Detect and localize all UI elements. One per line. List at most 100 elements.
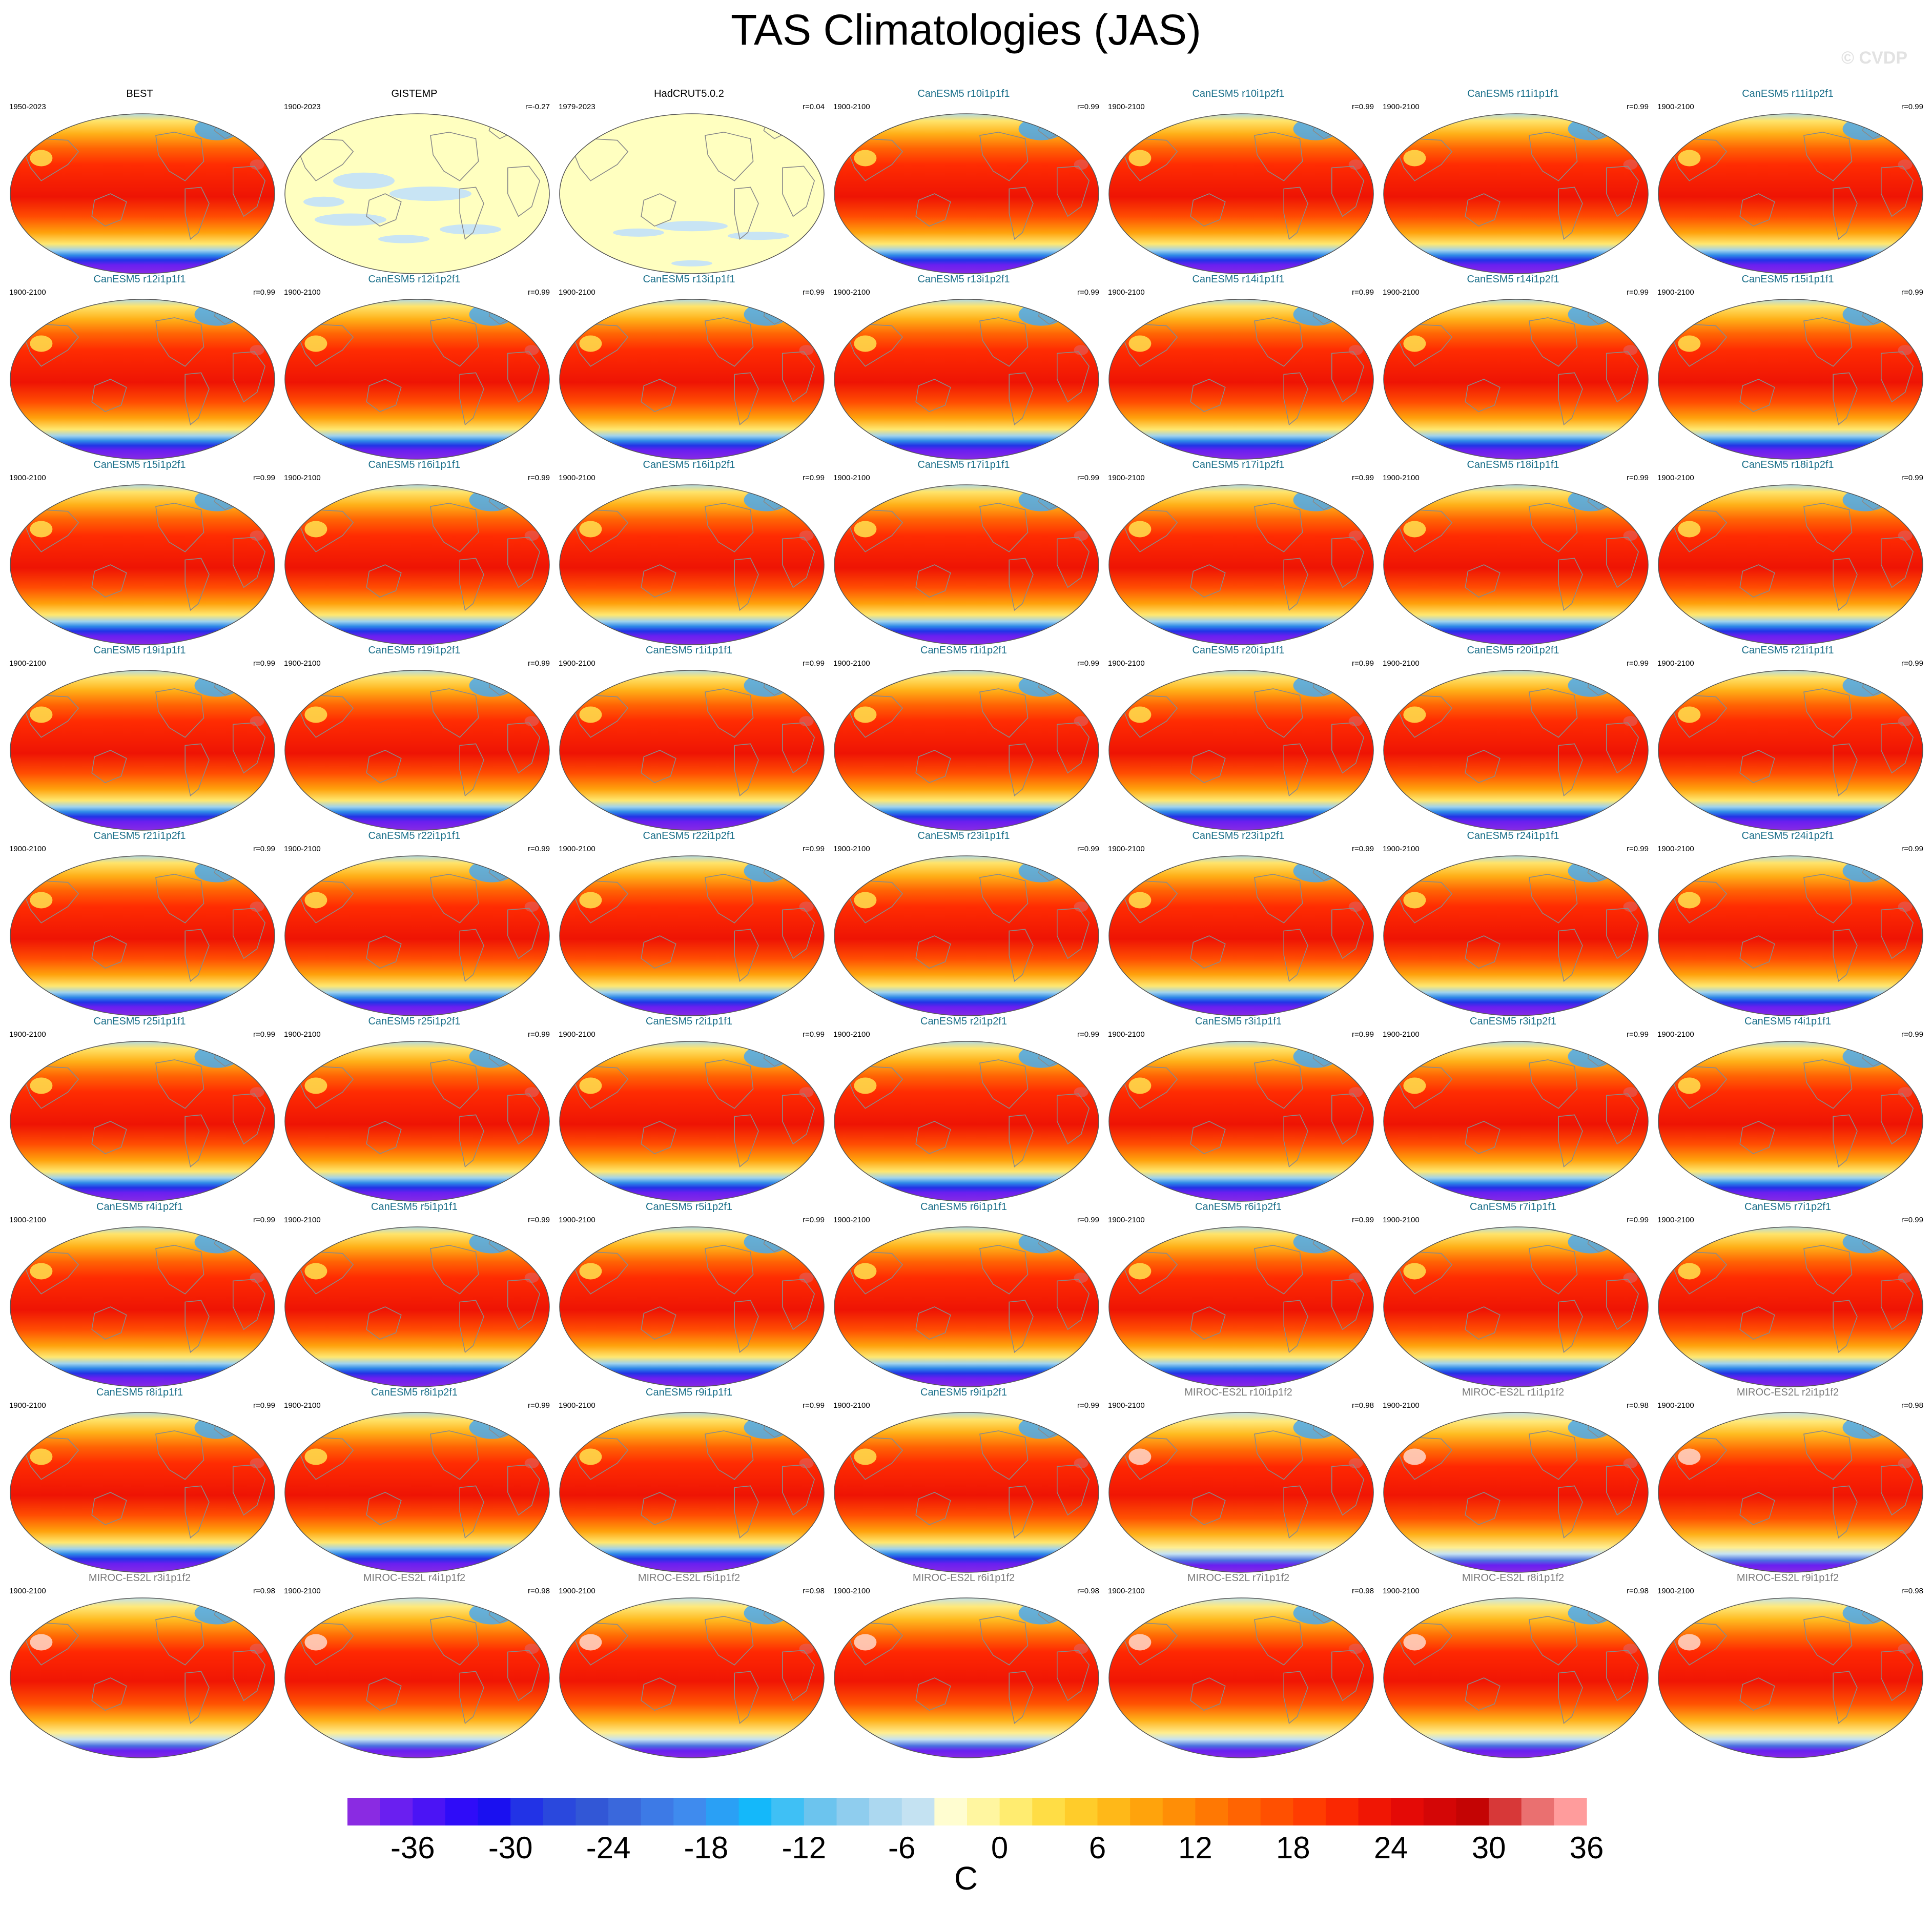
coastline	[1009, 1485, 1034, 1538]
coastline	[1056, 1279, 1090, 1330]
panel-period: 1900-2100	[1383, 288, 1420, 297]
map-panel: HadCRUT5.0.2 1979-2023 r=0.04	[551, 88, 827, 274]
coastline	[155, 688, 204, 738]
colorbar-swatch	[445, 1798, 479, 1825]
colorbar-tick-label: 6	[1089, 1831, 1106, 1865]
climatology-map	[284, 855, 550, 1016]
panel-period: 1900-2100	[1383, 1216, 1420, 1224]
colorbar-tick-label: -36	[390, 1831, 435, 1865]
coastline	[1056, 1464, 1090, 1516]
map-panel: CanESM5 r18i1p2f1 1900-2100 r=0.99	[1650, 459, 1925, 645]
coastline	[1283, 929, 1308, 982]
climatology-map	[1658, 113, 1923, 274]
coastline	[1739, 564, 1775, 598]
coastline	[734, 1485, 759, 1538]
coastline	[1190, 750, 1226, 784]
panel-title: CanESM5 r21i1p2f1	[93, 830, 186, 842]
panel-correlation: r=0.98	[528, 1587, 550, 1595]
coastline	[1739, 935, 1775, 969]
coastline	[1606, 1279, 1639, 1330]
panel-period: 1900-2100	[1108, 845, 1145, 853]
coastline	[507, 908, 541, 959]
colorbar-swatch	[967, 1798, 1000, 1825]
coastline	[915, 1306, 951, 1340]
panel-period: 1900-2100	[559, 474, 595, 482]
panel-correlation: r=0.99	[1627, 1216, 1649, 1224]
climatology-map	[559, 1226, 825, 1387]
panel-correlation: r=0.99	[1352, 845, 1374, 853]
climatology-map	[284, 484, 550, 645]
coastline	[366, 1306, 402, 1340]
panel-period: 1900-2100	[559, 659, 595, 668]
map-panel: CanESM5 r19i1p2f1 1900-2100 r=0.99	[277, 645, 552, 831]
coastline	[91, 750, 127, 784]
panel-correlation: r=0.99	[1077, 1401, 1099, 1410]
panel-title: CanESM5 r6i1p1f1	[920, 1201, 1007, 1213]
map-panel: CanESM5 r5i1p2f1 1900-2100 r=0.99	[551, 1201, 827, 1387]
coastline	[1056, 537, 1090, 588]
panel-title: CanESM5 r23i1p2f1	[1192, 830, 1285, 842]
climatology-map	[559, 1412, 825, 1573]
coastline	[232, 1279, 266, 1330]
coastline	[1833, 1671, 1858, 1724]
coastline	[641, 564, 676, 598]
map-panel: MIROC-ES2L r5i1p1f2 1900-2100 r=0.98	[551, 1572, 827, 1758]
page-title: TAS Climatologies (JAS)	[730, 6, 1201, 54]
coastline	[705, 874, 754, 924]
coastline	[1803, 688, 1853, 738]
climatology-map	[1658, 1597, 1923, 1758]
panel-title: GISTEMP	[391, 88, 438, 99]
panel-correlation: r=0.98	[1627, 1401, 1649, 1410]
map-panel: CanESM5 r19i1p1f1 1900-2100 r=0.99	[2, 645, 277, 831]
map-panel-grid: BEST 1950-2023 GISTEMP 1900-2023 r=-0.27 HadC…	[2, 88, 1925, 1758]
coastline	[705, 503, 754, 552]
panel-period: 1900-2100	[9, 474, 46, 482]
panel-period: 1900-2100	[1657, 659, 1694, 668]
climatology-map	[1658, 299, 1923, 460]
climatology-map	[559, 670, 825, 831]
colorbar-swatch	[1260, 1798, 1293, 1825]
coastline	[91, 1306, 127, 1340]
colorbar-swatch	[478, 1798, 511, 1825]
coastline	[705, 1430, 754, 1480]
colorbar-swatch	[1391, 1798, 1424, 1825]
panel-title: CanESM5 r11i1p1f1	[1467, 88, 1559, 99]
panel-period: 1900-2100	[833, 659, 870, 668]
panel-title: MIROC-ES2L r7i1p1f2	[1187, 1572, 1290, 1584]
panel-title: CanESM5 r9i1p2f1	[920, 1387, 1007, 1398]
coastline	[430, 1059, 479, 1109]
panel-title: CanESM5 r13i1p1f1	[643, 274, 735, 285]
map-panel: CanESM5 r18i1p1f1 1900-2100 r=0.99	[1375, 459, 1651, 645]
panel-period: 1900-2100	[1108, 1401, 1145, 1410]
panel-title: CanESM5 r16i1p1f1	[368, 459, 461, 470]
panel-correlation: r=0.98	[1627, 1587, 1649, 1595]
colorbar-tick-label: -24	[586, 1831, 631, 1865]
climatology-map	[559, 299, 825, 460]
colorbar-swatch	[1162, 1798, 1196, 1825]
coastline	[782, 1279, 815, 1330]
panel-title: CanESM5 r22i1p2f1	[643, 830, 735, 842]
coastline	[1880, 537, 1914, 588]
panel-title: CanESM5 r14i1p1f1	[1192, 274, 1285, 285]
climatology-map	[1658, 1412, 1923, 1573]
colorbar-tick-label: -18	[684, 1831, 729, 1865]
climatology-map	[1108, 1041, 1374, 1202]
panel-title: MIROC-ES2L r4i1p1f2	[363, 1572, 466, 1584]
panel-correlation: r=0.99	[1077, 1030, 1099, 1039]
panel-period: 1900-2100	[559, 845, 595, 853]
coastline	[1606, 537, 1639, 588]
coastline	[1880, 1464, 1914, 1516]
colorbar-tick-label: -12	[782, 1831, 826, 1865]
coastline	[1833, 743, 1858, 796]
colorbar-swatch	[1064, 1798, 1098, 1825]
panel-title: CanESM5 r19i1p1f1	[93, 645, 186, 656]
coastline	[1558, 929, 1583, 982]
climatology-map	[1383, 855, 1649, 1016]
coastline	[459, 929, 484, 982]
colorbar-swatch	[869, 1798, 902, 1825]
panel-correlation: r=0.99	[528, 474, 550, 482]
panel-correlation: r=0.99	[803, 474, 825, 482]
coastline	[184, 743, 210, 796]
coastline	[1803, 1430, 1853, 1480]
coastline	[1739, 1492, 1775, 1526]
